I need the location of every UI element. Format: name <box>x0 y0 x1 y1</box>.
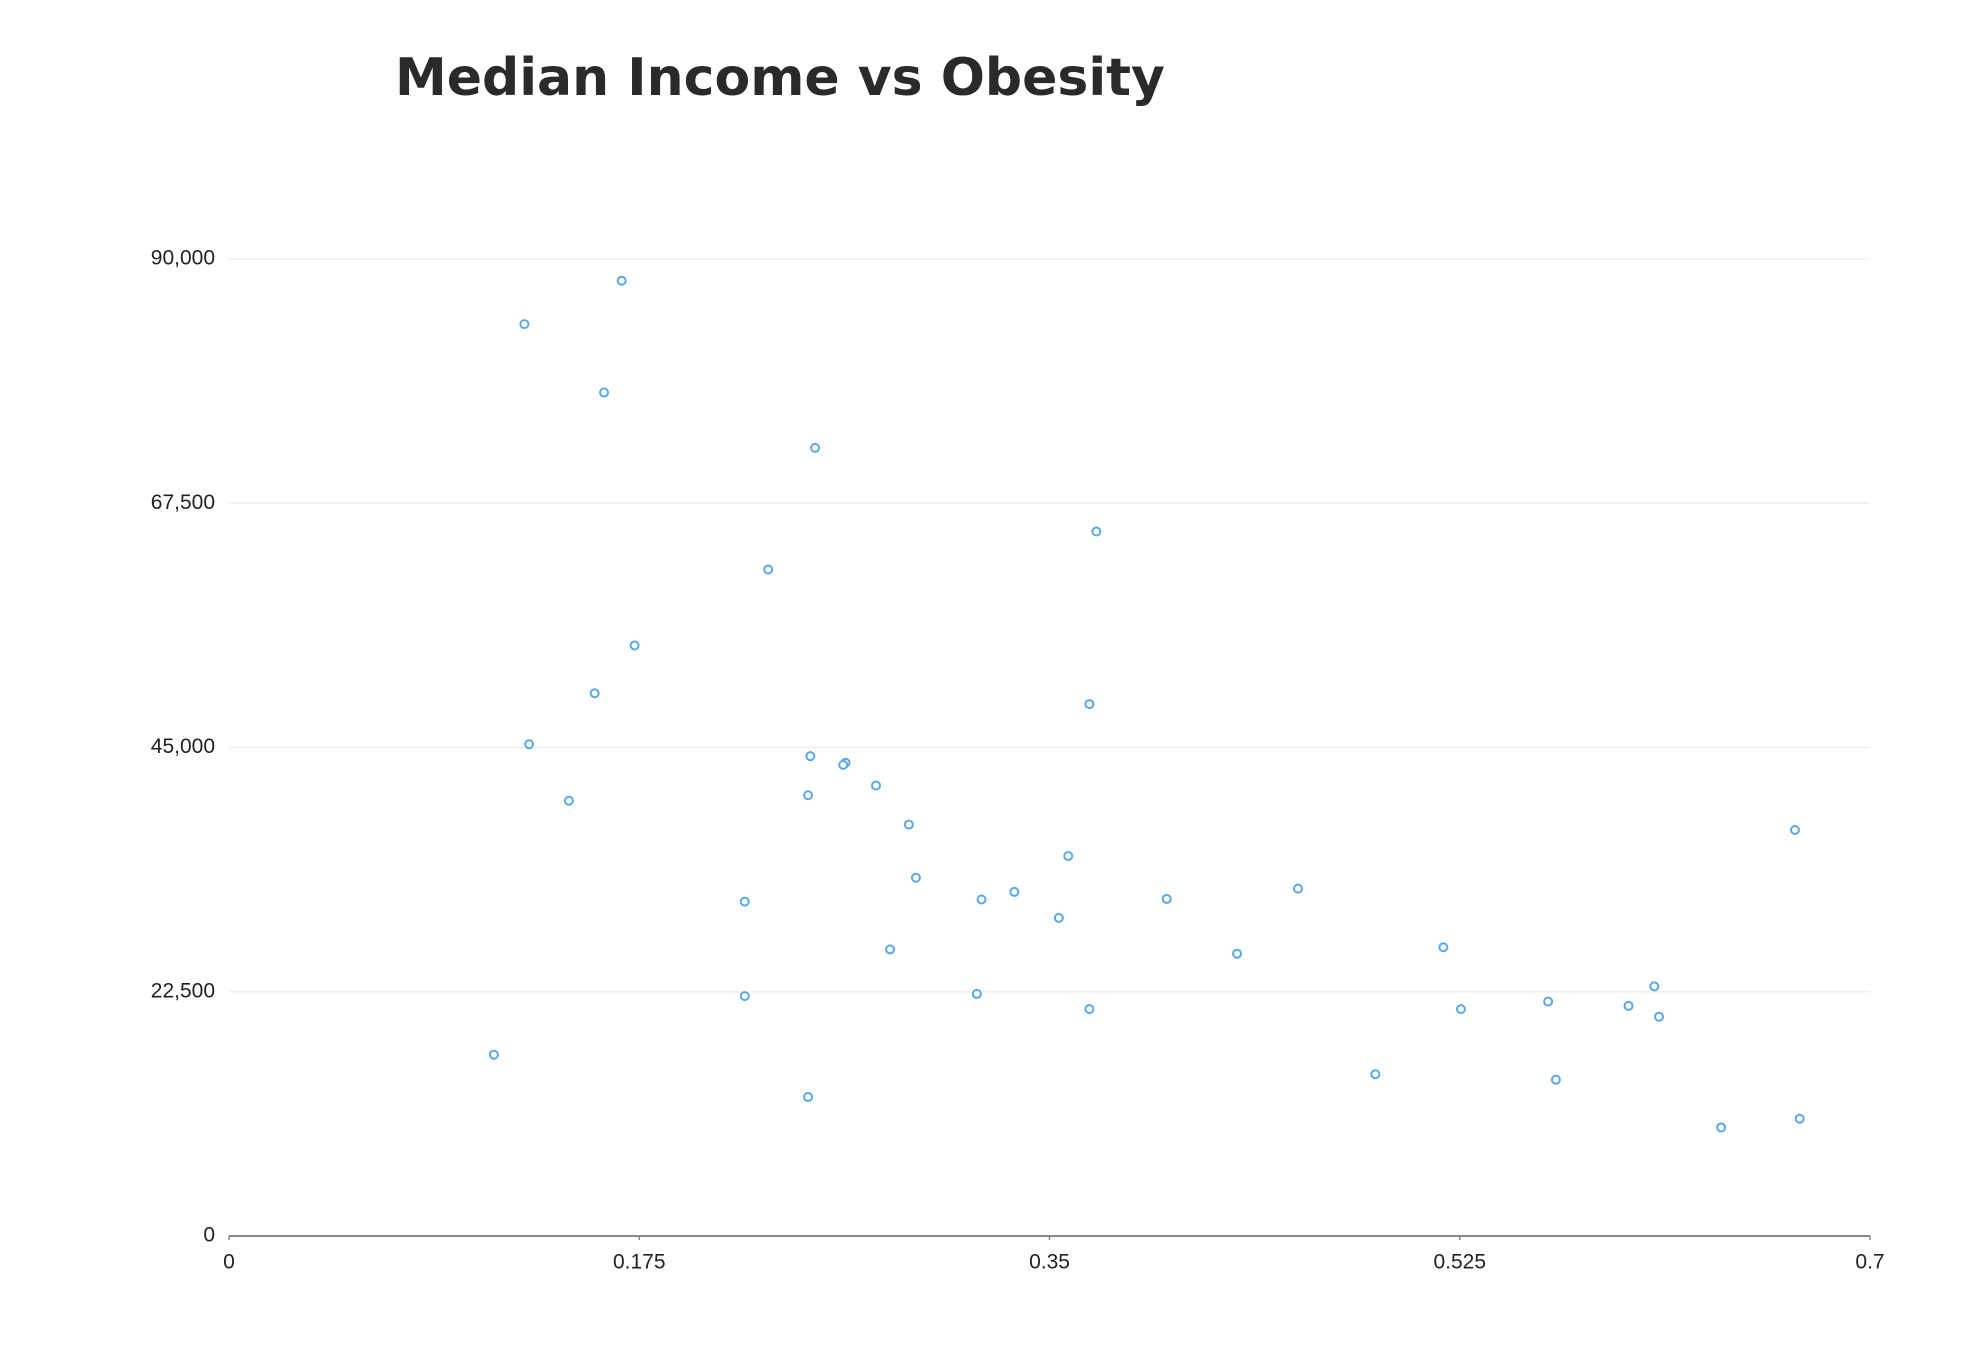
point <box>1292 883 1303 894</box>
point <box>885 944 896 955</box>
point <box>810 442 821 453</box>
point <box>1716 1122 1727 1133</box>
point <box>903 819 914 830</box>
point <box>1438 942 1449 953</box>
point <box>1084 699 1095 710</box>
point <box>589 688 600 699</box>
point <box>1232 948 1243 959</box>
point <box>1084 1004 1095 1015</box>
point <box>1550 1074 1561 1085</box>
point <box>1654 1011 1665 1022</box>
point <box>1370 1069 1381 1080</box>
point <box>563 795 574 806</box>
x-tick-label: 0.7 <box>1855 1251 1884 1274</box>
y-tick-label: 45,000 <box>151 735 215 758</box>
point <box>1063 851 1074 862</box>
point <box>803 1092 814 1103</box>
point <box>976 894 987 905</box>
point <box>1009 886 1020 897</box>
point <box>1091 526 1102 537</box>
chart-title: Median Income vs Obesity <box>395 48 1165 108</box>
point <box>599 387 610 398</box>
x-tick-label: 0.525 <box>1433 1251 1486 1274</box>
y-tick-label: 22,500 <box>151 979 215 1002</box>
point <box>1543 996 1554 1007</box>
point <box>803 790 814 801</box>
point <box>1053 912 1064 923</box>
point <box>739 991 750 1002</box>
point <box>871 780 882 791</box>
point <box>805 751 816 762</box>
point <box>971 988 982 999</box>
point <box>910 872 921 883</box>
point <box>616 275 627 286</box>
point <box>1455 1004 1466 1015</box>
y-tick-label: 90,000 <box>151 247 215 270</box>
point <box>1794 1113 1805 1124</box>
y-tick-label: 0 <box>203 1224 215 1247</box>
x-tick-label: 0 <box>223 1251 235 1274</box>
point <box>524 739 535 750</box>
point <box>1161 893 1172 904</box>
point <box>629 640 640 651</box>
x-tick-label: 0.35 <box>1029 1251 1070 1274</box>
point <box>739 896 750 907</box>
x-tick-label: 0.175 <box>613 1251 666 1274</box>
point <box>519 319 530 330</box>
point <box>838 759 849 770</box>
point <box>1623 1000 1634 1011</box>
point <box>1789 825 1800 836</box>
point <box>1649 981 1660 992</box>
y-tick-label: 67,500 <box>151 491 215 514</box>
point <box>763 564 774 575</box>
point <box>488 1049 499 1060</box>
